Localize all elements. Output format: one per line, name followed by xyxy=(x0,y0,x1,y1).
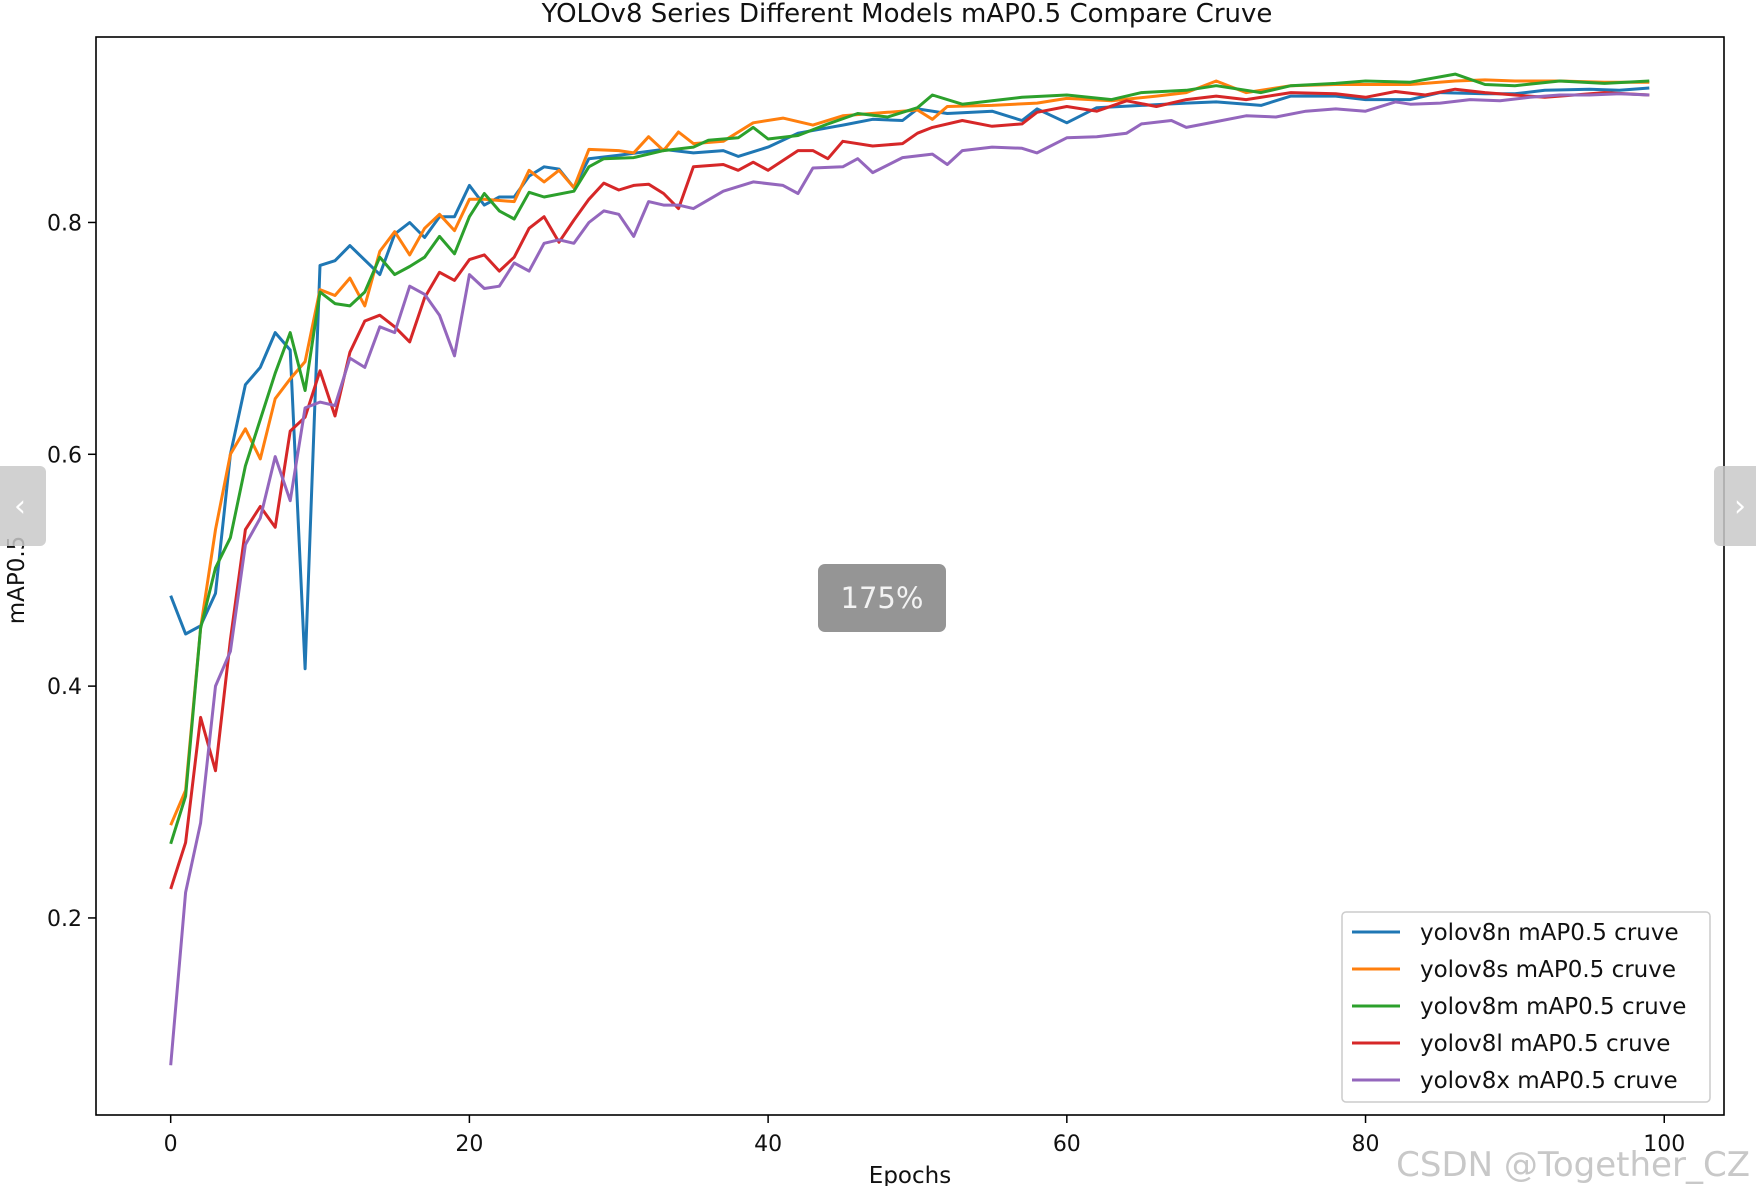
legend: yolov8n mAP0.5 cruve yolov8s mAP0.5 cruve… xyxy=(1341,911,1711,1103)
series-line-0 xyxy=(169,86,1650,671)
legend-label: yolov8x mAP0.5 cruve xyxy=(1420,1068,1678,1094)
x-tick-label: 40 xyxy=(754,1132,782,1157)
x-tick-label: 0 xyxy=(164,1132,178,1157)
legend-label: yolov8n mAP0.5 cruve xyxy=(1420,920,1679,946)
y-axis-ticks: 0.2 0.4 0.6 0.8 xyxy=(47,211,96,932)
chevron-right-icon: › xyxy=(1734,488,1746,524)
watermark-text: CSDN @Together_CZ xyxy=(1396,1145,1750,1185)
y-axis-label: mAP0.5 xyxy=(4,536,30,625)
legend-label: yolov8m mAP0.5 cruve xyxy=(1420,994,1686,1020)
series-line-4 xyxy=(169,92,1650,1066)
plot-lines xyxy=(169,72,1650,1066)
series-line-1 xyxy=(169,78,1650,826)
x-tick-label: 20 xyxy=(455,1132,483,1157)
y-tick-label: 0.4 xyxy=(47,675,82,700)
y-tick-label: 0.8 xyxy=(47,211,82,236)
series-line-3 xyxy=(169,87,1650,890)
legend-box xyxy=(1341,911,1711,1103)
chart-title: YOLOv8 Series Different Models mAP0.5 Co… xyxy=(541,0,1273,29)
prev-image-button[interactable]: ‹ xyxy=(0,466,46,546)
x-axis-label: Epochs xyxy=(869,1163,951,1186)
x-tick-label: 60 xyxy=(1053,1132,1081,1157)
zoom-level-badge: 175% xyxy=(818,564,946,632)
y-tick-label: 0.6 xyxy=(47,443,82,468)
y-tick-label: 0.2 xyxy=(47,907,82,932)
x-axis-ticks: 0 20 40 60 80 100 xyxy=(164,1115,1685,1157)
series-line-2 xyxy=(169,72,1650,845)
x-tick-label: 100 xyxy=(1643,1132,1685,1157)
next-image-button[interactable]: › xyxy=(1714,466,1756,546)
plot-frame xyxy=(95,36,1725,1116)
legend-label: yolov8l mAP0.5 cruve xyxy=(1420,1031,1670,1057)
chevron-left-icon: ‹ xyxy=(14,488,26,524)
legend-label: yolov8s mAP0.5 cruve xyxy=(1420,957,1676,983)
x-tick-label: 80 xyxy=(1352,1132,1380,1157)
